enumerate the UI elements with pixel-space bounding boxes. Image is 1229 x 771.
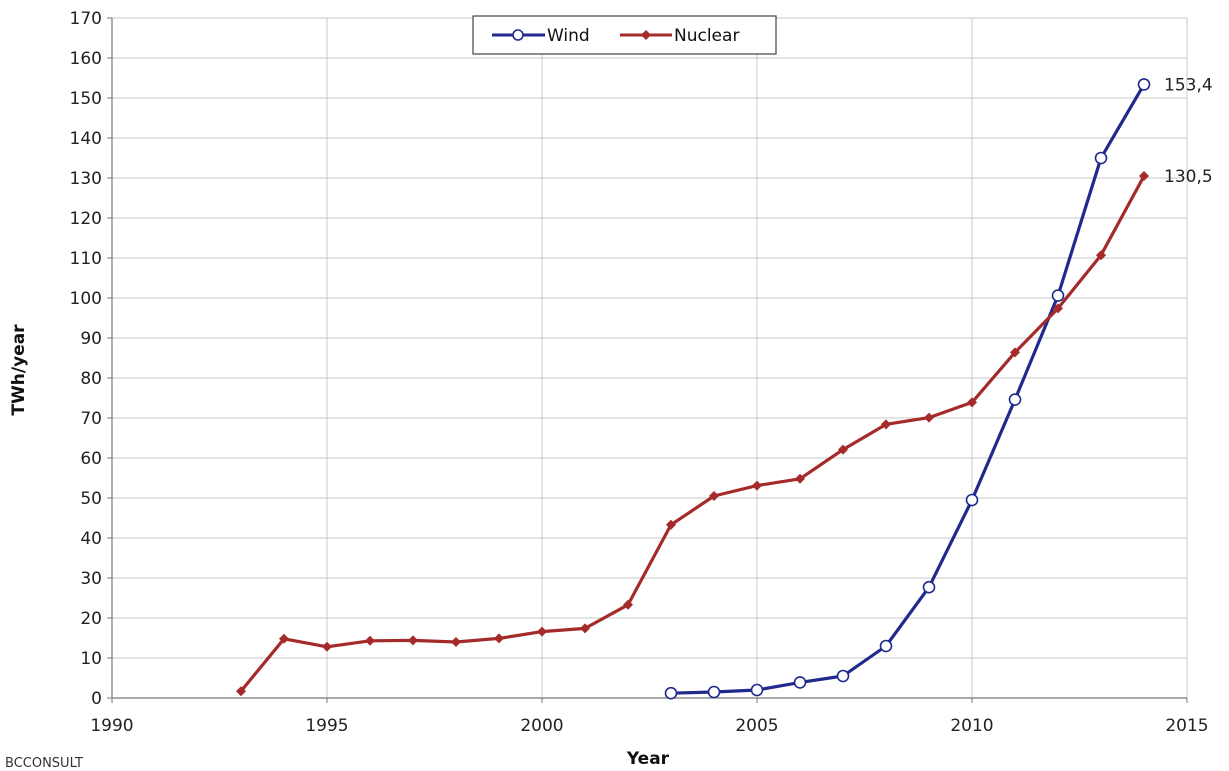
y-tick-labels: 0 10 20 30 40 50 60 70 80 90 100 110 120 130 140 150 160… bbox=[70, 9, 102, 709]
nuclear-data-point bbox=[408, 635, 418, 646]
nuclear-data-point bbox=[967, 397, 977, 408]
wind-data-point bbox=[664, 686, 678, 700]
x-tick-label: 1995 bbox=[305, 716, 348, 736]
x-tick-label: 1990 bbox=[90, 716, 133, 736]
nuclear-data-point bbox=[666, 519, 676, 530]
x-axis-title: Year bbox=[626, 749, 670, 769]
nuclear-data-point bbox=[709, 491, 719, 501]
x-tick-labels: 1990 1995 2000 2005 2010 2015 bbox=[90, 716, 1208, 736]
nuclear-data-point bbox=[1053, 303, 1063, 314]
nuclear-data-point bbox=[924, 412, 934, 423]
wind-end-value-label: 153,4 bbox=[1164, 75, 1213, 95]
y-tick-label: 160 bbox=[70, 49, 102, 69]
y-axis-title: TWh/year bbox=[9, 324, 29, 416]
nuclear-data-point bbox=[795, 473, 805, 484]
wind-data-point bbox=[1008, 393, 1022, 406]
legend: Wind Nuclear bbox=[472, 15, 777, 55]
y-tick-label: 20 bbox=[80, 609, 102, 629]
y-tick-label: 110 bbox=[70, 249, 102, 269]
wind-data-point bbox=[879, 639, 893, 653]
wind-data-point bbox=[1137, 78, 1151, 91]
y-tick-label: 60 bbox=[80, 449, 102, 469]
nuclear-data-point bbox=[365, 635, 375, 646]
nuclear-data-point bbox=[279, 633, 289, 644]
x-tick-label: 2010 bbox=[950, 716, 993, 736]
wind-data-point bbox=[965, 493, 979, 507]
gridlines bbox=[112, 17, 1188, 698]
y-tick-label: 80 bbox=[80, 369, 102, 389]
nuclear-data-point bbox=[881, 419, 891, 430]
y-tick-label: 0 bbox=[91, 689, 102, 709]
nuclear-data-point bbox=[236, 686, 246, 697]
wind-data-point bbox=[750, 683, 764, 697]
nuclear-data-point bbox=[322, 641, 332, 652]
nuclear-data-point bbox=[1139, 171, 1149, 181]
wind-series-line bbox=[670, 83, 1146, 695]
y-tick-label: 130 bbox=[70, 169, 102, 189]
axes bbox=[107, 17, 1188, 703]
nuclear-end-value-label: 130,5 bbox=[1164, 167, 1213, 187]
wind-data-point bbox=[793, 676, 807, 689]
nuclear-data-point bbox=[537, 626, 547, 637]
y-tick-label: 70 bbox=[80, 409, 102, 429]
y-tick-label: 90 bbox=[80, 329, 102, 349]
legend-wind-label: Wind bbox=[547, 26, 590, 46]
nuclear-data-point bbox=[494, 633, 504, 644]
series bbox=[236, 78, 1151, 700]
y-tick-label: 10 bbox=[80, 649, 102, 669]
y-tick-label: 170 bbox=[70, 9, 102, 29]
nuclear-data-point bbox=[1096, 250, 1106, 261]
x-tick-label: 2015 bbox=[1165, 716, 1208, 736]
nuclear-data-point bbox=[1010, 347, 1020, 358]
y-tick-label: 120 bbox=[70, 209, 102, 229]
y-tick-label: 40 bbox=[80, 529, 102, 549]
wind-data-point bbox=[922, 580, 936, 594]
nuclear-data-point bbox=[752, 480, 762, 491]
wind-data-point bbox=[707, 685, 721, 699]
legend-nuclear-label: Nuclear bbox=[674, 26, 739, 46]
y-tick-label: 50 bbox=[80, 489, 102, 509]
y-tick-label: 150 bbox=[70, 89, 102, 109]
end-labels: 153,4 130,5 bbox=[1164, 75, 1213, 187]
watermark-label: BCCONSULT bbox=[5, 756, 83, 771]
wind-data-point bbox=[1051, 289, 1065, 302]
nuclear-data-point bbox=[623, 599, 633, 610]
x-tick-label: 2000 bbox=[520, 716, 563, 736]
nuclear-data-point bbox=[838, 444, 848, 455]
x-tick-label: 2005 bbox=[735, 716, 778, 736]
nuclear-data-point bbox=[451, 637, 461, 647]
y-tick-label: 100 bbox=[70, 289, 102, 309]
wind-data-point bbox=[1094, 151, 1108, 165]
legend-wind-marker bbox=[512, 29, 524, 41]
nuclear-series-line bbox=[239, 175, 1146, 693]
y-tick-label: 140 bbox=[70, 129, 102, 149]
nuclear-data-point bbox=[580, 623, 590, 634]
wind-data-point bbox=[836, 669, 850, 683]
legend-nuclear-marker bbox=[641, 30, 651, 40]
y-tick-label: 30 bbox=[80, 569, 102, 589]
